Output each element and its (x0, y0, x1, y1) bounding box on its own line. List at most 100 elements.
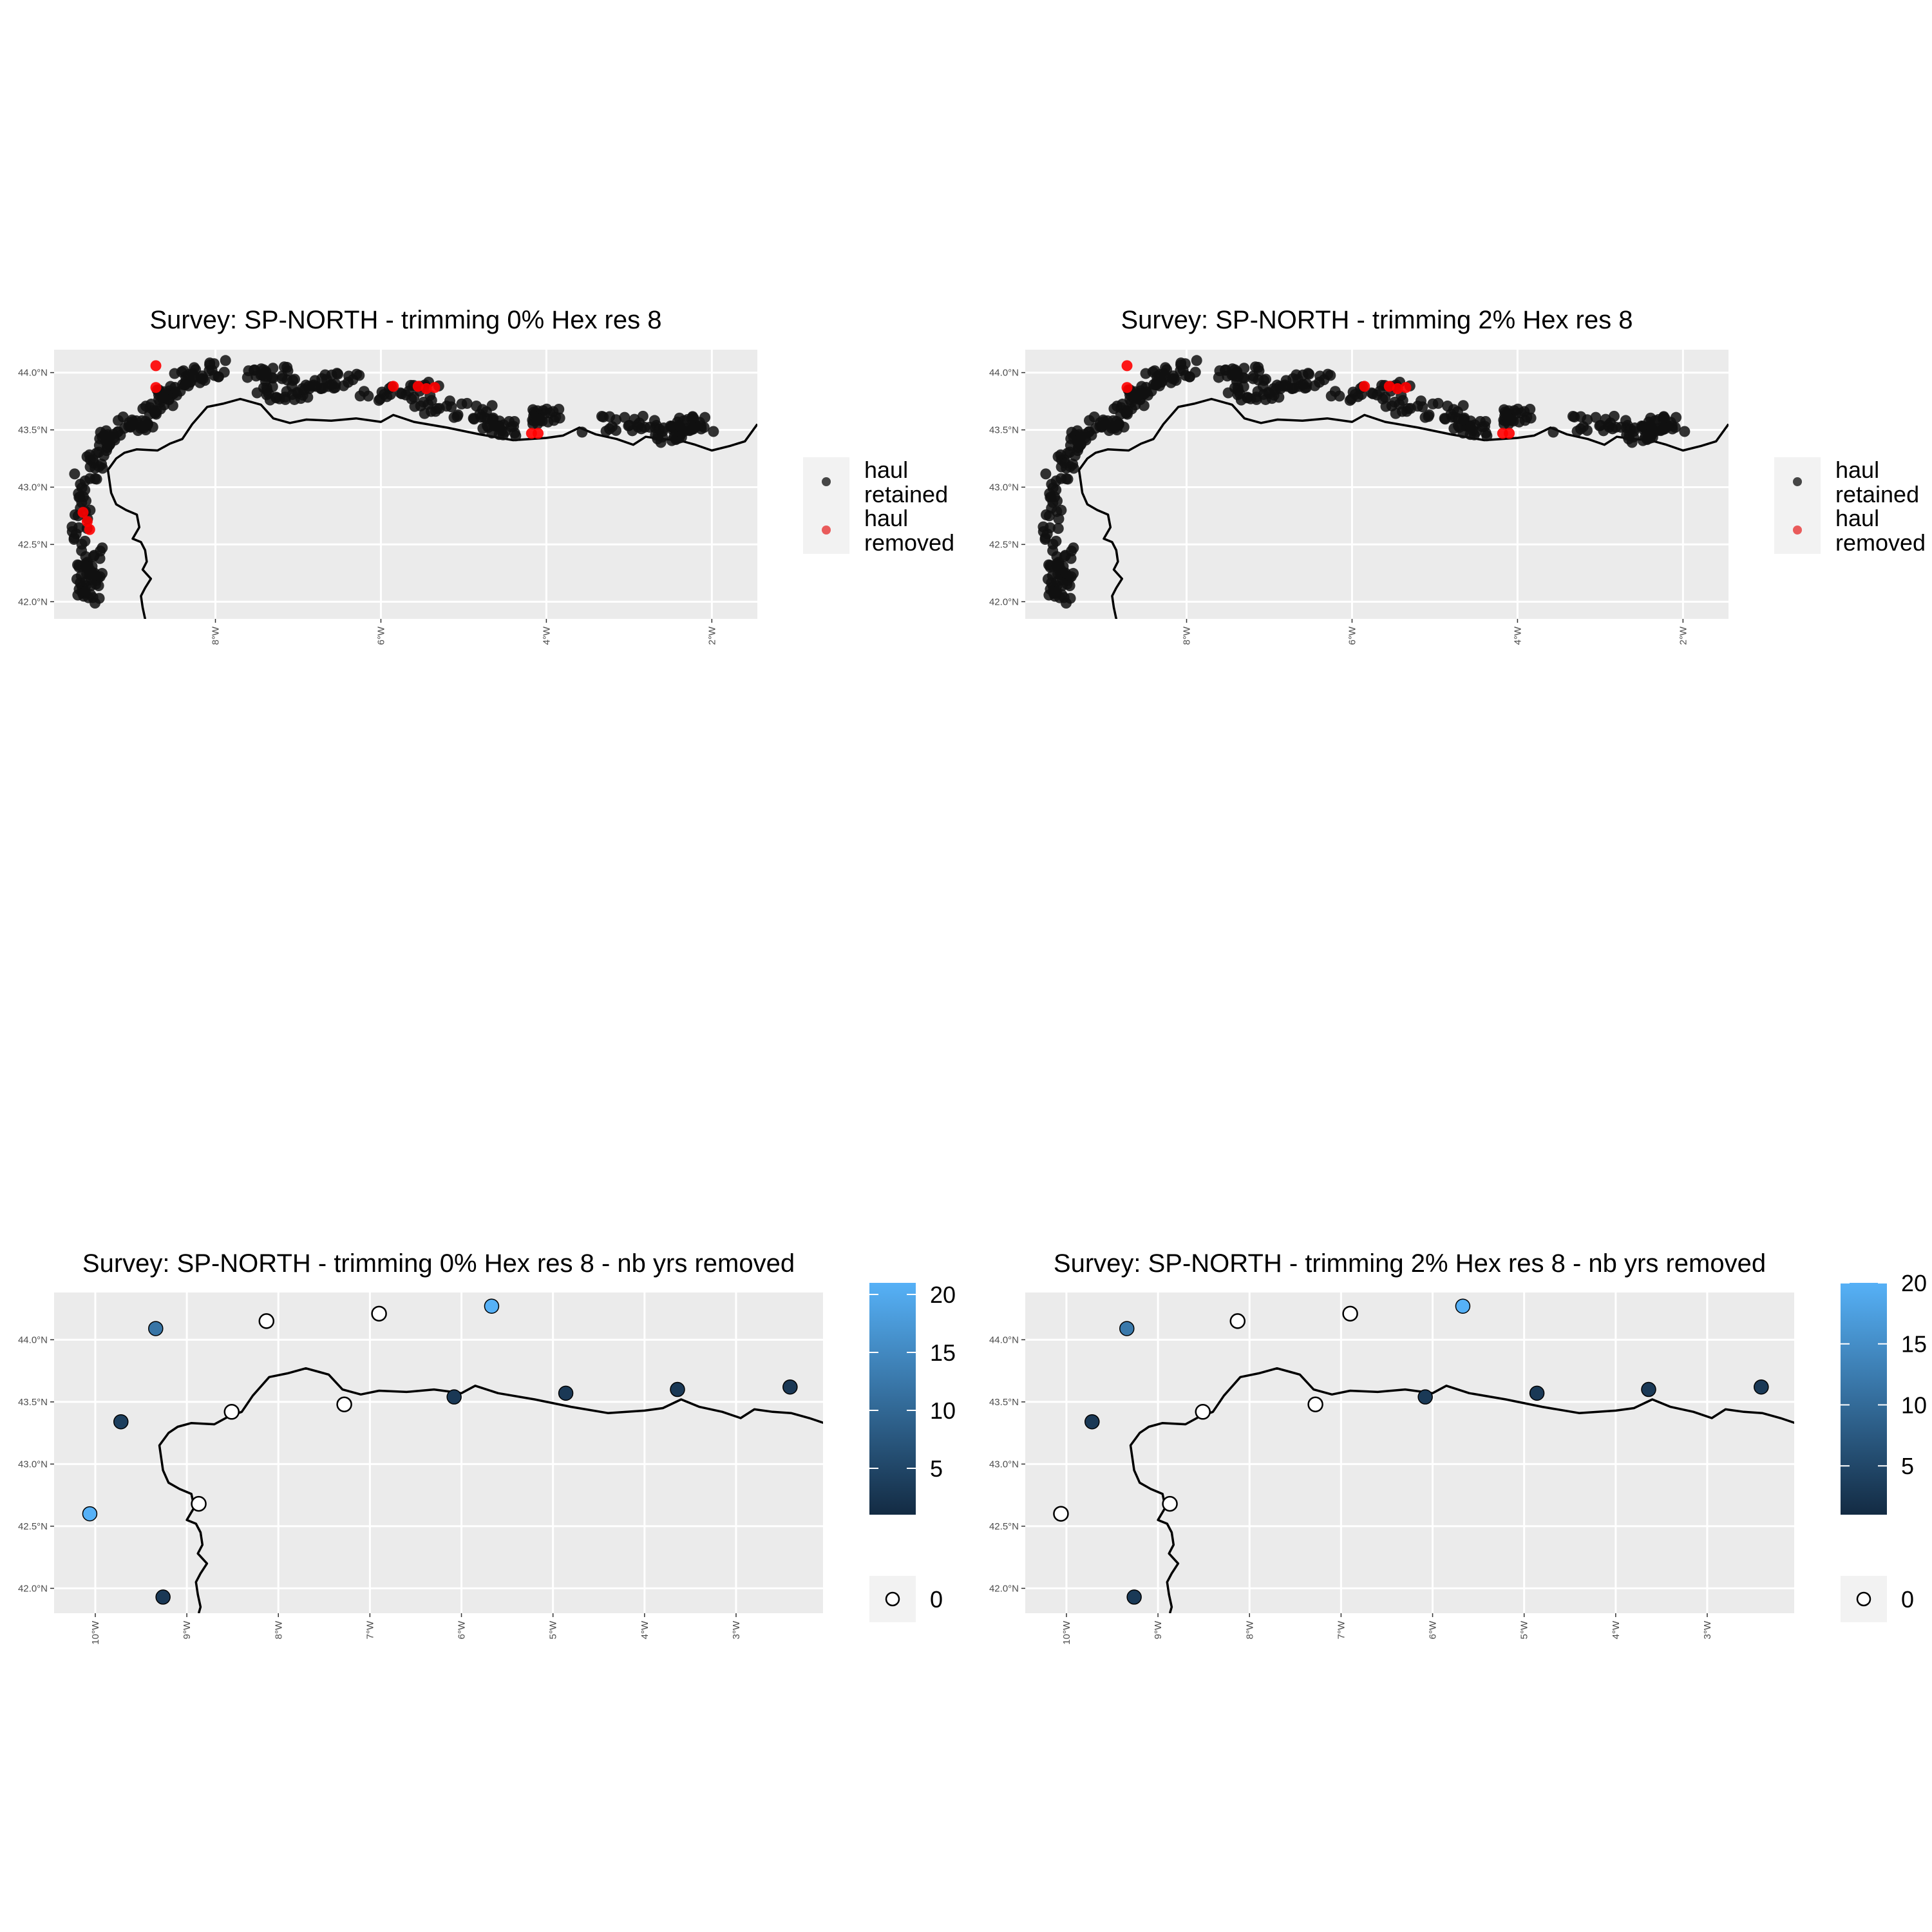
haul-retained-point (188, 370, 200, 382)
panel-title: Survey: SP-NORTH - trimming 0% Hex res 8… (82, 1249, 795, 1278)
haul-retained-point (541, 403, 553, 415)
haul-retained-point (1659, 423, 1671, 435)
x-tick-label: 5°W (548, 1620, 559, 1639)
haul-removed-point (150, 382, 162, 393)
x-tick-label: 7°W (365, 1620, 375, 1639)
y-tick-label: 43.5°N (989, 425, 1019, 436)
x-tick-label: 9°W (1153, 1620, 1164, 1639)
hex-cell-point (484, 1298, 500, 1314)
hex-cell-point (1641, 1381, 1656, 1397)
haul-removed-point (1383, 381, 1395, 392)
hex-cell-point (1126, 1589, 1142, 1605)
haul-retained-point (149, 408, 161, 419)
haul-retained-point (1062, 473, 1074, 485)
haul-retained-point (631, 419, 643, 431)
x-tick-label: 2°W (706, 626, 717, 645)
haul-retained-point (619, 412, 630, 423)
haul-retained-point (1590, 412, 1602, 423)
x-tick-label: 3°W (731, 1620, 742, 1639)
x-tick-label: 3°W (1702, 1620, 1713, 1639)
haul-retained-point (79, 475, 91, 487)
haul-removed-point (1121, 382, 1133, 393)
haul-retained-point (1575, 411, 1587, 422)
hex-cell-point (82, 1506, 98, 1522)
y-tick-label: 43.5°N (18, 1397, 48, 1408)
plot-background (54, 1293, 823, 1613)
x-tick-label: 8°W (211, 626, 222, 645)
haul-retained-point (251, 387, 263, 399)
haul-retained-point (1253, 361, 1264, 373)
x-tick-label: 9°W (182, 1620, 193, 1639)
y-tick-label: 42.0°N (989, 596, 1019, 607)
legend-label: haul (864, 505, 908, 531)
panel-1: Survey: SP-NORTH - trimming 0% Hex res 8… (18, 306, 954, 645)
haul-retained-point (1191, 355, 1202, 366)
haul-retained-point (433, 402, 445, 414)
hex-cell-point (1195, 1404, 1211, 1420)
hex-cell-point (191, 1495, 207, 1512)
haul-retained-point (330, 378, 341, 390)
haul-retained-point (97, 542, 108, 554)
panel-2: Survey: SP-NORTH - trimming 2% Hex res 8… (989, 306, 1926, 645)
y-tick-label: 43.0°N (989, 1459, 1019, 1470)
y-tick-label: 43.5°N (18, 425, 48, 436)
haul-retained-point (1220, 364, 1231, 375)
haul-retained-point (1679, 426, 1690, 437)
haul-retained-point (189, 362, 200, 374)
haul-retained-point (1222, 387, 1234, 399)
x-tick-label: 10°W (90, 1620, 101, 1645)
zero-legend: 0 (1841, 1576, 1914, 1622)
haul-retained-point (1278, 381, 1290, 392)
hex-cell-point (371, 1305, 387, 1322)
haul-retained-point (1615, 421, 1627, 433)
legend-key (1793, 526, 1802, 535)
coastline (1129, 1367, 1794, 1613)
colorbar-gradient (869, 1283, 916, 1515)
colorbar-gradient (1841, 1283, 1887, 1515)
y-tick-label: 43.0°N (18, 482, 48, 493)
hex-cell-point (148, 1321, 164, 1336)
hex-cell-point (1084, 1414, 1100, 1430)
haul-retained-point (1390, 408, 1401, 419)
x-tick-label: 2°W (1678, 626, 1689, 645)
colorbar-label: 5 (930, 1455, 943, 1482)
x-tick-label: 8°W (273, 1620, 284, 1639)
legend-label: retained (1835, 481, 1919, 507)
haul-retained-point (97, 567, 108, 579)
x-tick-label: 4°W (1512, 626, 1523, 645)
haul-retained-point (1074, 433, 1085, 445)
hex-cell-point (1229, 1313, 1246, 1329)
haul-retained-point (1379, 392, 1391, 403)
legend-label: removed (864, 529, 954, 556)
haul-retained-point (487, 414, 498, 426)
haul-retained-point (1231, 367, 1243, 379)
haul-retained-point (1512, 403, 1524, 415)
haul-retained-point (576, 426, 588, 438)
y-tick-label: 43.0°N (989, 482, 1019, 493)
haul-retained-point (708, 426, 719, 437)
haul-retained-point (142, 418, 153, 430)
y-tick-label: 44.0°N (18, 1334, 48, 1345)
zero-legend-key (885, 1591, 900, 1607)
haul-retained-point (1060, 549, 1072, 561)
y-tick-label: 42.5°N (989, 539, 1019, 550)
plot-background (1025, 1293, 1794, 1613)
haul-retained-point (204, 357, 216, 369)
x-tick-label: 4°W (1611, 1620, 1622, 1639)
haul-removed-point (421, 383, 432, 394)
haul-retained-point (456, 398, 468, 410)
x-tick-label: 6°W (457, 1620, 468, 1639)
haul-retained-point (674, 421, 686, 433)
colorbar-label: 20 (930, 1282, 956, 1308)
hex-cell-point (1307, 1396, 1323, 1412)
haul-retained-point (69, 468, 80, 480)
coastline (1077, 397, 1728, 619)
colorbar-label: 15 (930, 1340, 956, 1366)
haul-removed-point (1400, 382, 1412, 393)
haul-retained-point (408, 392, 420, 403)
y-tick-label: 42.0°N (989, 1583, 1019, 1594)
haul-retained-point (1065, 592, 1076, 604)
haul-removed-point (412, 381, 424, 392)
